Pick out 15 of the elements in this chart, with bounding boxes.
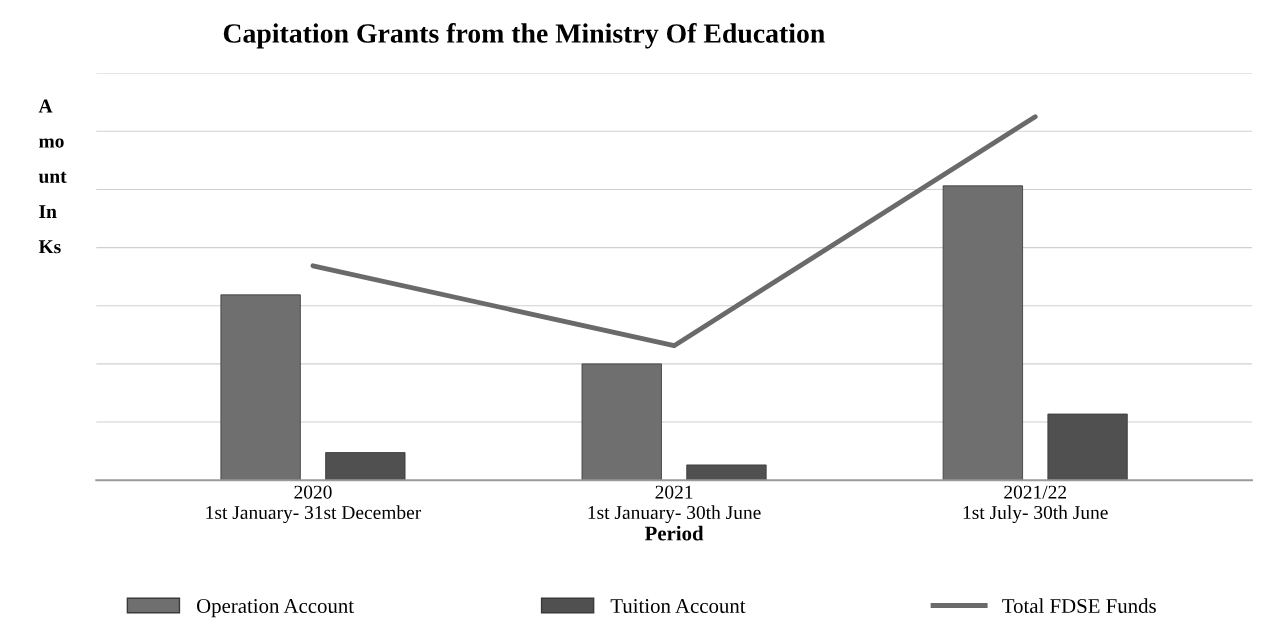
chart-title: Capitation Grants from the Ministry Of Education — [223, 23, 825, 49]
bar — [581, 363, 662, 481]
x-tick-label: 2021 1st January- 30th June — [588, 485, 761, 524]
legend-label: Operation Account — [196, 599, 354, 618]
x-tick-label: 2020 1st January- 31st December — [206, 485, 422, 524]
legend-label: Tuition Account — [610, 599, 746, 614]
legend-label: Total FDSE Funds — [1002, 598, 1156, 614]
bar — [220, 294, 301, 481]
bar — [1047, 413, 1128, 481]
text: A mo unt In Ks — [38, 99, 67, 254]
x-axis-title: Period — [644, 525, 704, 541]
bar — [942, 185, 1024, 481]
x-tick-label: 2021/22 1st July- 30th June — [963, 485, 1108, 524]
bar — [686, 464, 767, 481]
bar — [325, 452, 406, 481]
